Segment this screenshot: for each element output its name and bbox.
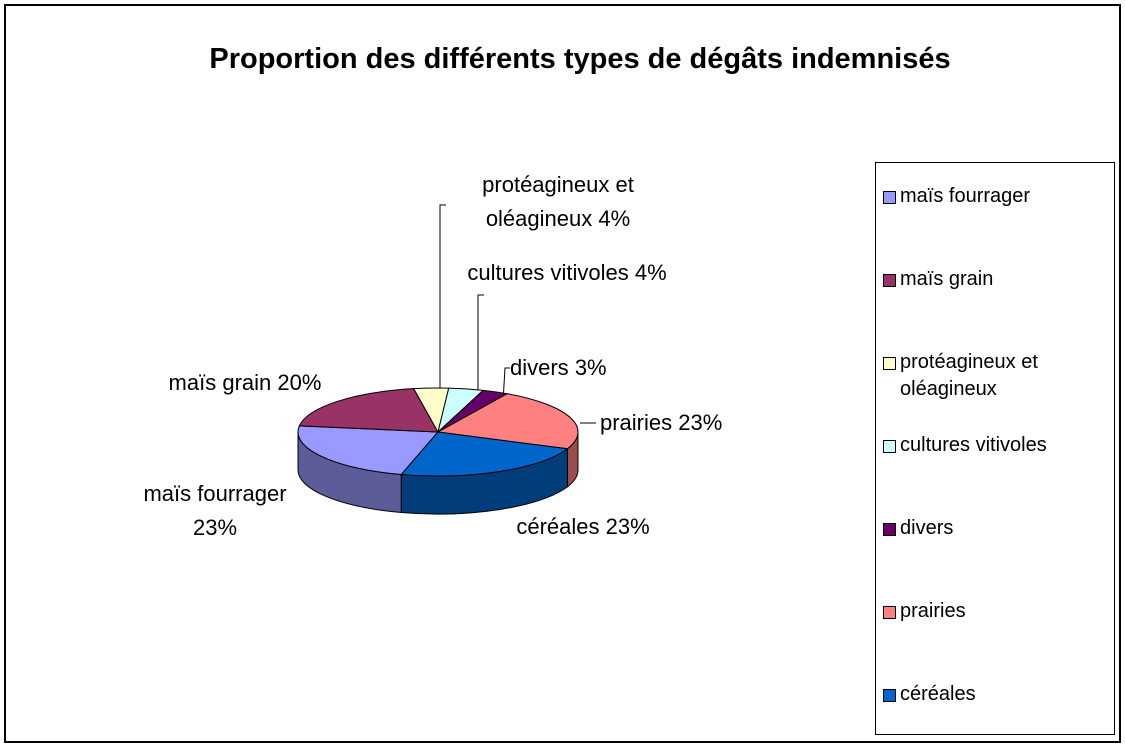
legend-swatch [883,357,896,370]
legend-text: céréales [900,683,976,705]
data-label: céréales 23% [483,510,683,544]
legend-item: cultures vitivoles [876,422,1114,505]
tops [297,387,579,477]
legend-text: divers [900,517,954,539]
data-label: maïs grain 20% [130,366,360,400]
slice [436,393,579,450]
legend-item: maïs fourrager [876,173,1114,256]
legend-item: prairies [876,588,1114,671]
data-label-name: divers [510,355,569,380]
legend-swatch [883,689,896,702]
data-label-value: 23% [605,514,650,539]
sides [297,431,579,515]
data-label-value: 23% [678,410,723,435]
data-label: cultures vitivoles 4% [467,256,667,290]
legend-item: céréales [876,671,1114,747]
slice [297,425,440,475]
data-label: protéagineux et oléagineux 4% [448,168,668,236]
data-label-value: 3% [574,355,607,380]
legend: maïs fourrager maïs grain protéagineux et … [875,162,1115,735]
leader-lines [439,204,596,424]
legend-swatch [883,440,896,453]
legend-swatch [883,191,896,204]
data-label-value: 20% [277,370,322,395]
legend-item: maïs grain [876,256,1114,339]
legend-text: maïs grain [900,268,994,290]
data-label-value: 4% [598,206,631,231]
slice [298,388,439,433]
data-label-name: prairies [600,410,673,435]
legend-text: cultures vitivoles [900,434,1047,456]
legend-item: divers [876,505,1114,588]
data-label: maïs fourrager 23% [120,477,310,545]
data-label-name: maïs fourrager [143,481,287,506]
legend-swatch [883,606,896,619]
chart-title: Proportion des différents types de dégât… [209,43,951,75]
data-label-name: cultures vitivoles [467,260,629,285]
data-label-name: maïs grain [168,370,272,395]
legend-text: maïs fourrager [900,185,1031,207]
slice [400,431,569,477]
legend-text: prairies [900,600,966,622]
chart-border [4,4,1121,743]
data-label-value: 4% [634,260,667,285]
data-label-name: protéagineux et oléagineux [482,172,634,231]
legend-text: protéagineux et oléagineux [900,351,1038,400]
data-label-name: céréales [516,514,600,539]
data-label-value: 23% [192,515,238,540]
data-label: divers 3% [510,351,710,385]
legend-item: protéagineux et oléagineux [876,339,1114,422]
data-label: prairies 23% [600,406,800,440]
legend-swatch [883,523,896,536]
legend-swatch [883,274,896,287]
